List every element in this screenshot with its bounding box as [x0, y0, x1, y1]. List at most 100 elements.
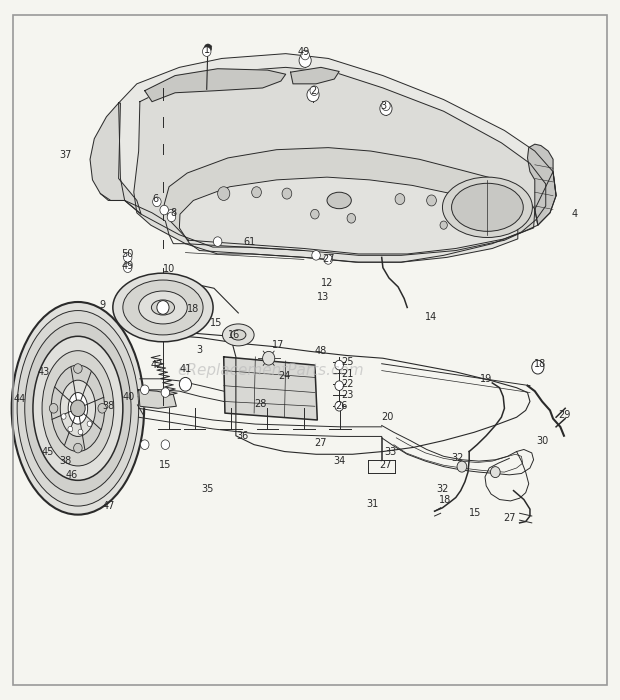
Polygon shape — [224, 357, 317, 420]
Circle shape — [160, 205, 169, 215]
Circle shape — [307, 88, 319, 102]
Circle shape — [153, 197, 161, 206]
Text: 34: 34 — [333, 456, 345, 466]
Polygon shape — [535, 172, 556, 225]
Text: 47: 47 — [102, 501, 115, 512]
Text: 14: 14 — [425, 312, 438, 322]
Circle shape — [167, 212, 175, 222]
Text: 13: 13 — [317, 292, 329, 302]
Text: 1: 1 — [203, 45, 210, 55]
Text: 24: 24 — [278, 371, 291, 381]
Text: 36: 36 — [236, 430, 248, 441]
Ellipse shape — [139, 291, 187, 324]
Ellipse shape — [60, 380, 95, 436]
Ellipse shape — [327, 193, 352, 209]
Text: 27: 27 — [322, 254, 334, 265]
Text: 8: 8 — [170, 208, 176, 218]
Ellipse shape — [51, 365, 105, 452]
Circle shape — [179, 377, 192, 391]
Text: 35: 35 — [202, 484, 214, 494]
Text: 22: 22 — [342, 379, 354, 389]
Circle shape — [161, 388, 170, 398]
Text: 38: 38 — [60, 456, 72, 466]
Text: 31: 31 — [366, 499, 378, 510]
Text: 48: 48 — [315, 346, 327, 356]
Ellipse shape — [17, 311, 139, 506]
Ellipse shape — [223, 324, 254, 346]
Text: 15: 15 — [210, 318, 222, 328]
Text: 29: 29 — [558, 410, 570, 420]
Text: 37: 37 — [60, 150, 72, 160]
Text: 28: 28 — [254, 398, 267, 409]
Ellipse shape — [151, 300, 174, 315]
Ellipse shape — [25, 323, 131, 494]
Circle shape — [532, 360, 544, 374]
Circle shape — [312, 251, 321, 260]
Text: 30: 30 — [536, 435, 548, 446]
Circle shape — [457, 461, 467, 472]
Text: 16: 16 — [228, 330, 240, 340]
Text: 38: 38 — [102, 401, 115, 412]
Circle shape — [50, 403, 58, 413]
Text: 26: 26 — [335, 401, 348, 412]
Ellipse shape — [12, 302, 144, 514]
Polygon shape — [134, 67, 546, 262]
Text: 33: 33 — [384, 447, 396, 456]
Text: 18: 18 — [439, 494, 451, 505]
Circle shape — [335, 360, 343, 370]
Circle shape — [123, 263, 132, 272]
Text: 27: 27 — [503, 513, 516, 523]
Circle shape — [218, 187, 230, 200]
Text: 9: 9 — [99, 300, 105, 310]
Text: 3: 3 — [197, 345, 203, 355]
Text: 17: 17 — [272, 340, 285, 349]
Polygon shape — [144, 69, 286, 102]
Circle shape — [157, 300, 169, 314]
Text: 19: 19 — [480, 374, 492, 384]
Ellipse shape — [33, 336, 123, 480]
Text: 12: 12 — [321, 279, 333, 288]
Circle shape — [141, 440, 149, 449]
Circle shape — [395, 194, 405, 204]
Circle shape — [282, 188, 292, 199]
Circle shape — [310, 86, 319, 95]
Text: 32: 32 — [436, 484, 449, 494]
Circle shape — [335, 381, 343, 391]
Text: 20: 20 — [381, 412, 394, 422]
Circle shape — [252, 187, 262, 197]
Text: 10: 10 — [163, 264, 175, 274]
Ellipse shape — [443, 177, 533, 237]
Text: 15: 15 — [159, 460, 172, 470]
Polygon shape — [528, 144, 556, 225]
Ellipse shape — [113, 273, 213, 342]
Polygon shape — [90, 103, 141, 214]
Text: 18: 18 — [187, 304, 200, 314]
Polygon shape — [139, 390, 176, 408]
Text: 3: 3 — [380, 101, 386, 111]
Polygon shape — [291, 67, 339, 84]
Circle shape — [324, 255, 332, 264]
Circle shape — [440, 221, 447, 230]
Circle shape — [347, 214, 355, 223]
Circle shape — [299, 54, 311, 67]
Text: 27: 27 — [315, 438, 327, 447]
Circle shape — [203, 47, 211, 57]
Ellipse shape — [231, 330, 246, 340]
Circle shape — [71, 400, 85, 416]
Polygon shape — [118, 54, 556, 256]
Ellipse shape — [123, 280, 203, 335]
Circle shape — [87, 421, 92, 426]
Polygon shape — [164, 148, 535, 254]
Circle shape — [61, 414, 66, 419]
Text: 43: 43 — [38, 367, 50, 377]
Text: 50: 50 — [122, 249, 134, 259]
Circle shape — [78, 429, 83, 435]
Text: 44: 44 — [14, 394, 25, 405]
Circle shape — [213, 237, 222, 246]
Circle shape — [263, 351, 275, 365]
Ellipse shape — [42, 351, 113, 466]
Text: 49: 49 — [122, 261, 134, 272]
Text: 42: 42 — [151, 360, 163, 370]
Text: 4: 4 — [571, 209, 577, 219]
Circle shape — [301, 50, 309, 60]
